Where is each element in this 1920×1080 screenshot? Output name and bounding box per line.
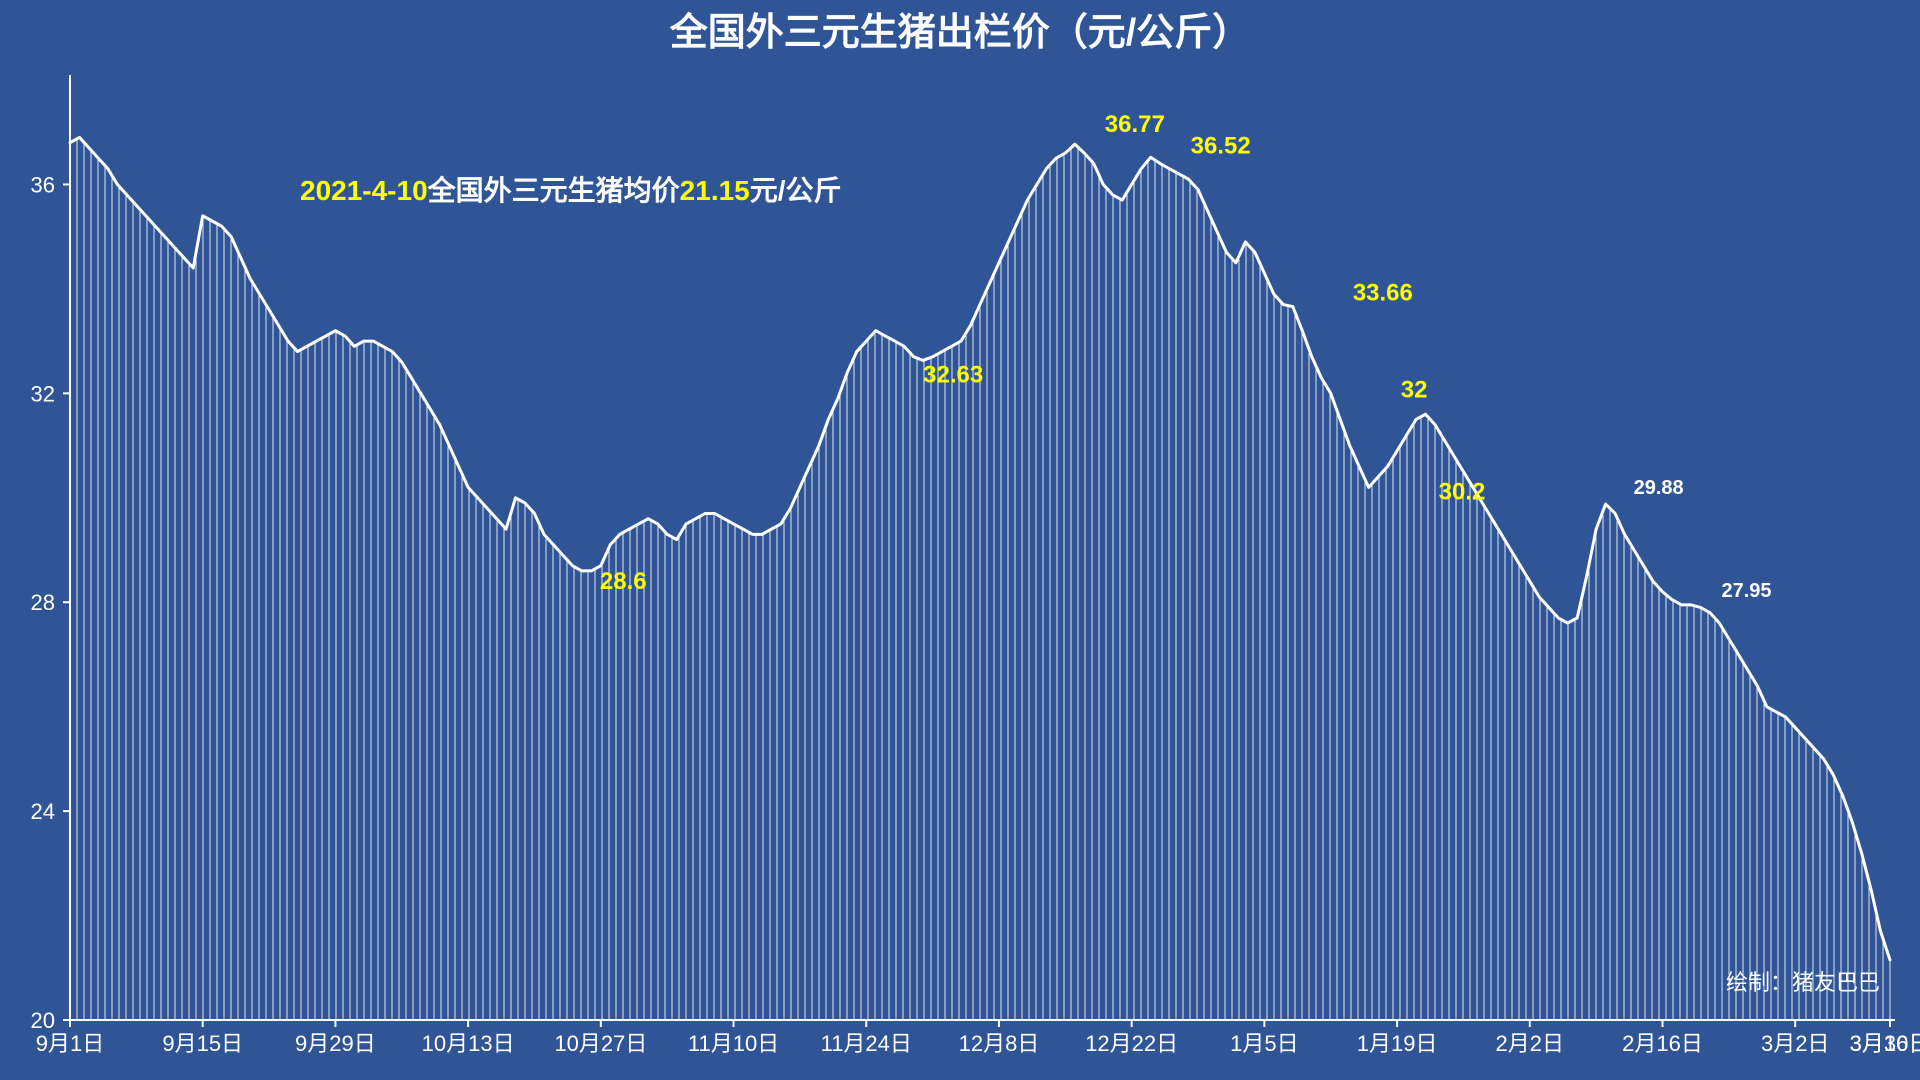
x-tick-label: 3月30日 <box>1850 1031 1920 1056</box>
x-tick-label: 2月2日 <box>1496 1031 1564 1056</box>
x-tick-label: 10月13日 <box>422 1031 515 1056</box>
y-tick-label: 24 <box>31 799 55 824</box>
data-annotation: 28.6 <box>600 568 647 595</box>
data-annotation: 36.77 <box>1105 111 1165 138</box>
x-tick-label: 1月5日 <box>1230 1031 1298 1056</box>
x-tick-label: 2月16日 <box>1622 1031 1703 1056</box>
x-tick-label: 11月24日 <box>821 1031 912 1056</box>
x-tick-label: 12月8日 <box>959 1031 1040 1056</box>
x-tick-label: 9月1日 <box>36 1031 104 1056</box>
y-tick-label: 28 <box>31 590 55 615</box>
price-chart: 20 24 28 32 36 9月1日 9月15日 9月29日 10月13日 10月27日 11月1… <box>0 0 1920 1080</box>
x-tick-label: 9月29日 <box>295 1031 376 1056</box>
data-annotation: 32.63 <box>923 361 983 388</box>
data-annotation: 30.2 <box>1439 478 1486 505</box>
x-tick-label: 11月10日 <box>688 1031 779 1056</box>
x-tick-label: 3月2日 <box>1761 1031 1829 1056</box>
chart-credit: 绘制：猪友巴巴 <box>1726 970 1880 995</box>
data-annotation: 36.52 <box>1191 132 1251 159</box>
data-annotation: 33.66 <box>1353 280 1413 307</box>
y-tick-label: 20 <box>31 1008 55 1033</box>
y-tick-label: 36 <box>31 172 55 197</box>
chart-subtitle: 2021-4-10全国外三元生猪均价21.15元/公斤 <box>300 174 842 206</box>
data-annotation: 32 <box>1401 376 1428 403</box>
data-annotation: 27.95 <box>1721 580 1771 602</box>
x-tick-label: 12月22日 <box>1085 1031 1178 1056</box>
data-annotation: 29.88 <box>1634 477 1684 499</box>
x-tick-label: 9月15日 <box>162 1031 243 1056</box>
x-tick-label: 10月27日 <box>554 1031 647 1056</box>
x-tick-label: 1月19日 <box>1357 1031 1438 1056</box>
y-tick-label: 32 <box>31 381 55 406</box>
chart-title: 全国外三元生猪出栏价（元/公斤） <box>669 11 1251 54</box>
